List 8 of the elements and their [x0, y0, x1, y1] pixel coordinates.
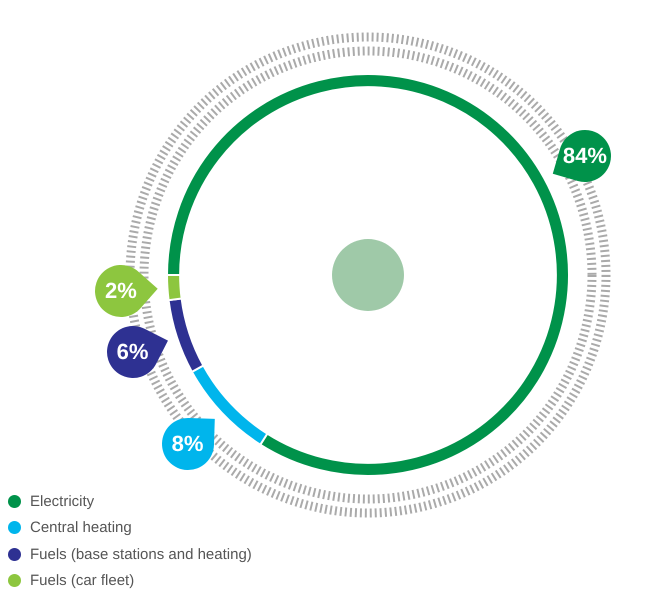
legend-label: Fuels (car fleet) — [30, 572, 134, 590]
legend-label: Fuels (base stations and heating) — [30, 546, 252, 563]
data-label: 8% — [170, 430, 204, 458]
legend-label: Electricity — [30, 492, 94, 510]
data-label: 6% — [116, 338, 150, 366]
data-label: 84% — [562, 142, 608, 170]
data-label: 2% — [104, 276, 138, 305]
legend-label: Central heating — [30, 519, 132, 536]
